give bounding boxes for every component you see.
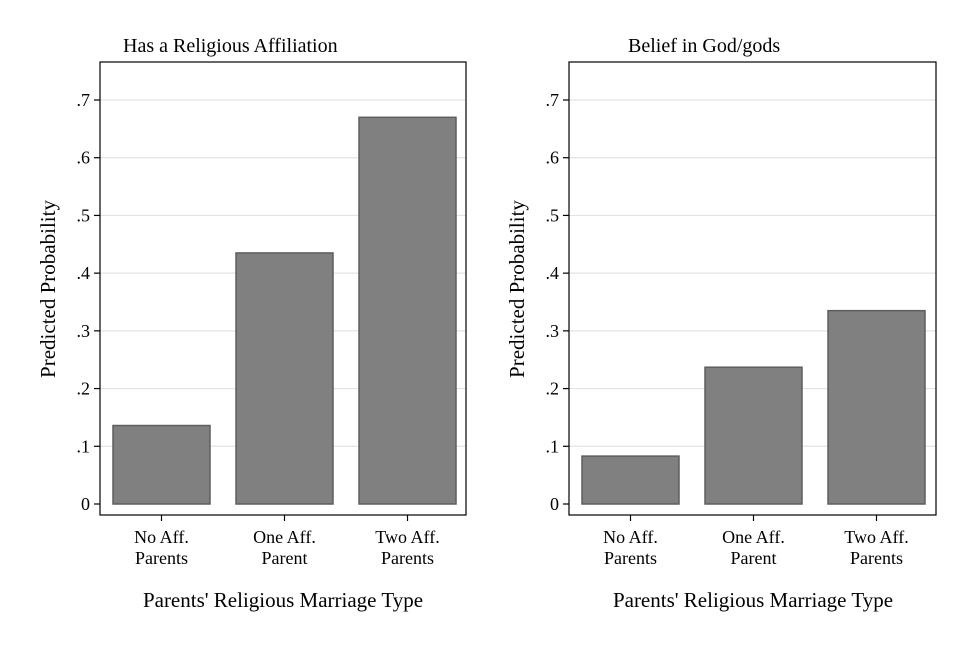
y-tick-label: .2: [77, 379, 91, 399]
y-tick-label: .5: [77, 205, 91, 225]
x-tick-label: Two Aff. Parents: [844, 527, 908, 568]
chart-title: Has a Religious Affiliation: [123, 35, 338, 57]
x-tick-label: No Aff. Parents: [134, 527, 189, 568]
bar: [581, 455, 680, 505]
y-tick-label: .7: [77, 90, 91, 110]
x-axis-label: Parents' Religious Marriage Type: [143, 588, 423, 612]
x-tick-label: Two Aff. Parents: [375, 527, 439, 568]
y-axis-label: Predicted Probability: [36, 200, 60, 378]
bar: [235, 252, 334, 505]
bar: [358, 116, 457, 505]
y-tick-label: .4: [546, 263, 560, 283]
bar: [704, 366, 803, 505]
chart-panel-1: Has a Religious Affiliation 0 .1 .2 .3 .4 .5 .6…: [36, 35, 467, 612]
y-tick-label: .1: [546, 436, 560, 456]
y-tick-label: .1: [77, 436, 91, 456]
y-tick-label: .4: [77, 263, 91, 283]
chart-title: Belief in God/gods: [628, 35, 780, 57]
x-tick-label: No Aff. Parents: [603, 527, 658, 568]
x-axis-label: Parents' Religious Marriage Type: [613, 588, 893, 612]
y-tick-label: 0: [81, 494, 90, 514]
y-tick-label: .2: [546, 379, 560, 399]
x-tick-label: One Aff. Parent: [253, 527, 316, 568]
y-axis-label: Predicted Probability: [505, 200, 529, 378]
y-tick-label: .6: [546, 148, 560, 168]
chart-panel-2: Belief in God/gods 0 .1 .2 .3 .4 .5 .6 .7 No Aff.…: [505, 35, 937, 612]
plot-frame: [99, 61, 467, 516]
bar: [827, 309, 926, 505]
bar: [112, 424, 211, 505]
y-tick-label: .7: [546, 90, 560, 110]
y-tick-label: .3: [546, 321, 560, 341]
y-tick-label: .3: [77, 321, 91, 341]
y-tick-label: .6: [77, 148, 91, 168]
y-tick-label: 0: [550, 494, 559, 514]
y-tick-label: .5: [546, 205, 560, 225]
plot-frame: [568, 61, 937, 516]
x-tick-label: One Aff. Parent: [722, 527, 785, 568]
